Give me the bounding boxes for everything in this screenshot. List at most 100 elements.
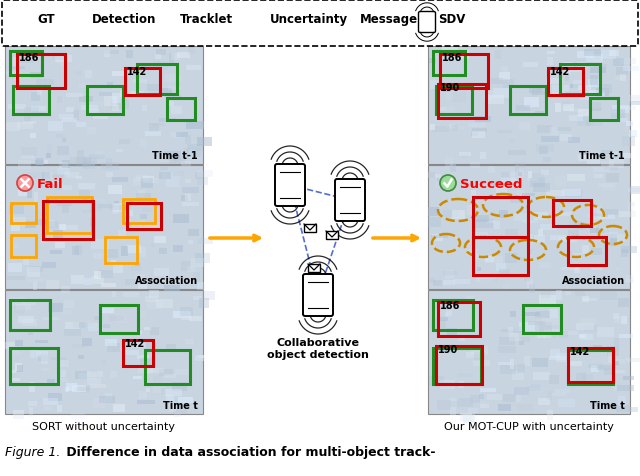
Text: 190: 190 <box>438 345 458 355</box>
Bar <box>620 59 636 63</box>
Bar <box>179 397 193 403</box>
Bar <box>478 276 495 279</box>
Text: GT: GT <box>37 13 54 26</box>
Bar <box>113 404 125 413</box>
Bar <box>6 122 20 131</box>
Bar <box>618 212 632 217</box>
Bar <box>442 48 458 57</box>
Bar <box>79 96 93 102</box>
Bar <box>47 379 56 383</box>
Bar <box>12 218 26 226</box>
Bar <box>173 171 184 176</box>
Bar <box>41 368 49 371</box>
Bar <box>156 49 166 55</box>
Bar <box>518 172 522 177</box>
Bar <box>140 358 152 366</box>
Bar <box>568 137 580 143</box>
Bar <box>79 83 93 88</box>
Bar <box>71 275 84 284</box>
Bar <box>435 174 441 178</box>
Bar <box>100 310 114 314</box>
Bar <box>90 384 106 388</box>
Bar <box>10 348 58 384</box>
Bar <box>184 148 201 157</box>
Bar <box>601 50 616 59</box>
Bar <box>202 291 216 300</box>
Bar <box>147 388 150 392</box>
Bar <box>529 86 541 92</box>
Bar <box>167 98 195 120</box>
Bar <box>44 406 51 409</box>
Bar <box>446 92 453 101</box>
Bar <box>563 189 581 196</box>
Bar <box>552 85 569 95</box>
Bar <box>138 340 145 348</box>
Bar <box>102 283 116 287</box>
Bar <box>98 324 110 328</box>
Bar <box>479 394 484 399</box>
Bar <box>197 138 212 146</box>
Bar <box>433 300 473 330</box>
Bar <box>66 107 74 112</box>
Bar <box>22 319 37 327</box>
Bar <box>105 237 137 263</box>
Bar <box>595 401 600 406</box>
Bar <box>35 160 44 165</box>
Bar <box>185 135 191 144</box>
Bar <box>76 122 86 128</box>
Bar <box>66 383 77 391</box>
Bar <box>532 86 550 95</box>
Bar <box>581 155 596 159</box>
Bar <box>474 360 490 367</box>
Bar <box>515 106 527 109</box>
Bar <box>10 205 24 214</box>
Bar <box>433 51 465 75</box>
Bar <box>459 152 471 156</box>
Bar <box>486 394 502 400</box>
Text: Association: Association <box>135 276 198 286</box>
Bar <box>25 221 36 228</box>
Bar <box>147 300 163 309</box>
Bar <box>79 190 90 197</box>
Bar <box>524 356 531 366</box>
Bar <box>182 261 190 271</box>
Bar <box>140 391 147 398</box>
Text: Detection: Detection <box>92 13 156 26</box>
Bar <box>161 167 168 169</box>
Bar <box>10 300 50 330</box>
Bar <box>136 175 148 181</box>
Bar <box>79 385 90 393</box>
Bar <box>14 245 19 248</box>
Bar <box>443 86 450 92</box>
Bar <box>445 310 452 316</box>
Bar <box>556 353 570 362</box>
Bar <box>428 46 630 164</box>
Bar <box>100 305 138 333</box>
Bar <box>481 404 489 408</box>
Bar <box>527 279 534 288</box>
Bar <box>59 114 74 119</box>
Bar <box>57 146 69 155</box>
Bar <box>509 359 515 369</box>
Text: Time t: Time t <box>163 401 198 411</box>
Bar <box>613 313 620 318</box>
Bar <box>42 262 56 268</box>
Bar <box>609 152 618 156</box>
Bar <box>5 290 203 414</box>
Bar <box>73 322 85 327</box>
Bar <box>41 240 47 243</box>
Bar <box>623 66 639 71</box>
Bar <box>505 253 517 263</box>
Bar <box>47 219 55 227</box>
Bar <box>528 249 532 256</box>
Bar <box>119 139 130 144</box>
Bar <box>87 127 95 134</box>
Bar <box>177 52 191 58</box>
Bar <box>538 229 543 237</box>
Text: Succeed: Succeed <box>460 178 522 191</box>
Bar <box>621 153 630 158</box>
Bar <box>616 385 634 391</box>
Bar <box>611 109 625 119</box>
Bar <box>197 177 207 185</box>
Bar <box>76 71 82 75</box>
